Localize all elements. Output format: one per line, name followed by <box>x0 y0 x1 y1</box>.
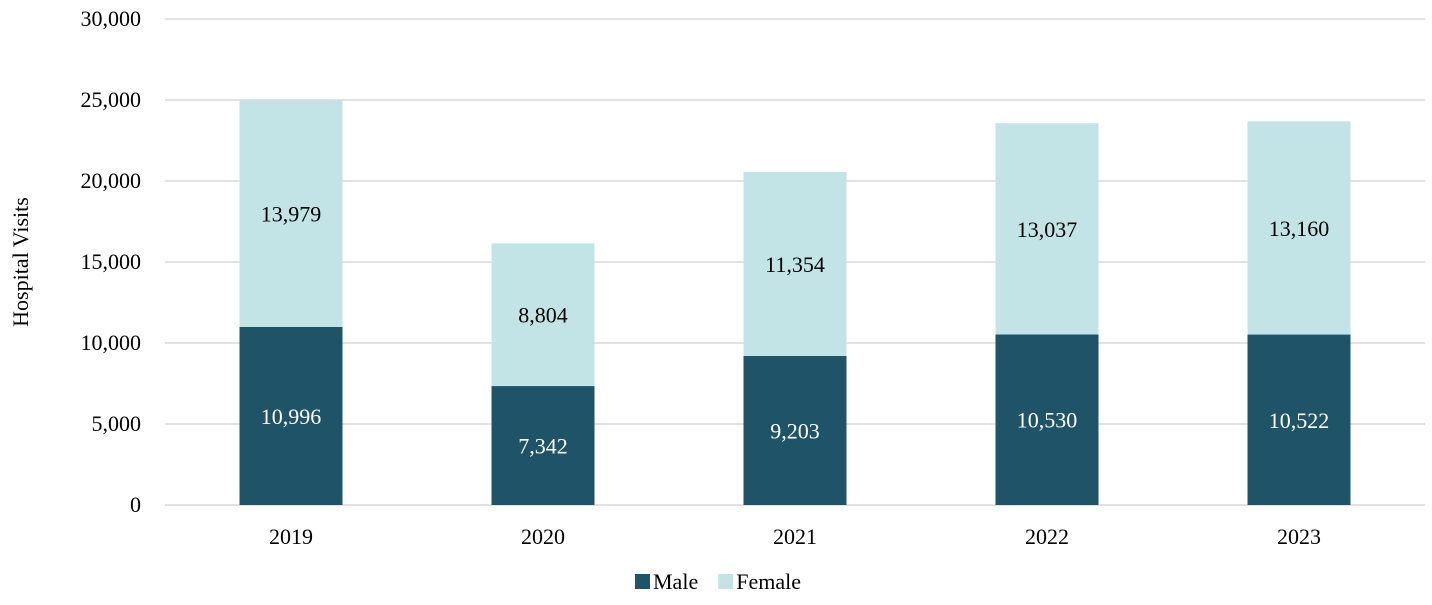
bar-male-2022 <box>995 334 1099 505</box>
bar-female-2019 <box>239 100 343 327</box>
x-axis-tick-labels: 2019 2020 2021 2022 2023 <box>269 524 1321 549</box>
data-label-male-2019: 10,996 <box>261 404 322 429</box>
data-label-male-2023: 10,522 <box>1269 408 1330 433</box>
y-tick-label: 0 <box>130 492 141 517</box>
data-label-female-2023: 13,160 <box>1269 216 1330 241</box>
bar-male-2020 <box>491 386 595 505</box>
data-label-female-2022: 13,037 <box>1017 217 1078 242</box>
y-tick-label: 5,000 <box>92 411 142 436</box>
data-label-male-2021: 9,203 <box>770 418 820 443</box>
x-tick-label: 2020 <box>521 524 565 549</box>
data-label-female-2021: 11,354 <box>765 252 825 277</box>
legend-swatch-male <box>635 574 650 589</box>
bar-female-2021 <box>743 171 847 356</box>
y-tick-label: 25,000 <box>81 87 142 112</box>
x-tick-label: 2019 <box>269 524 313 549</box>
x-tick-label: 2021 <box>773 524 817 549</box>
data-label-female-2019: 13,979 <box>261 202 322 227</box>
y-axis-tick-labels: 0 5,000 10,000 15,000 20,000 25,000 30,000 <box>81 6 142 517</box>
bar-male-2023 <box>1247 334 1351 505</box>
y-tick-label: 20,000 <box>81 168 142 193</box>
data-label-male-2022: 10,530 <box>1017 408 1078 433</box>
legend: Male Female <box>635 569 801 594</box>
bars <box>239 100 1351 505</box>
legend-label-male: Male <box>653 569 698 594</box>
y-axis-title: Hospital Visits <box>8 197 33 327</box>
legend-swatch-female <box>718 574 734 589</box>
data-labels: 10,996 13,979 7,342 8,804 9,203 11,354 10,530 1… <box>261 202 1330 459</box>
data-label-female-2020: 8,804 <box>518 303 568 328</box>
y-tick-label: 10,000 <box>81 330 142 355</box>
x-tick-label: 2023 <box>1277 524 1321 549</box>
x-tick-label: 2022 <box>1025 524 1069 549</box>
y-tick-label: 15,000 <box>81 249 142 274</box>
data-label-male-2020: 7,342 <box>518 434 568 459</box>
y-tick-label: 30,000 <box>81 6 142 31</box>
legend-label-female: Female <box>736 569 801 594</box>
bar-male-2019 <box>239 326 343 505</box>
bar-female-2022 <box>995 123 1099 335</box>
bar-female-2020 <box>491 243 595 387</box>
bar-male-2021 <box>743 355 847 505</box>
bar-female-2023 <box>1247 121 1351 335</box>
